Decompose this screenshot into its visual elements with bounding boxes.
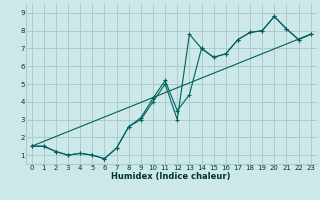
X-axis label: Humidex (Indice chaleur): Humidex (Indice chaleur) (111, 172, 231, 181)
